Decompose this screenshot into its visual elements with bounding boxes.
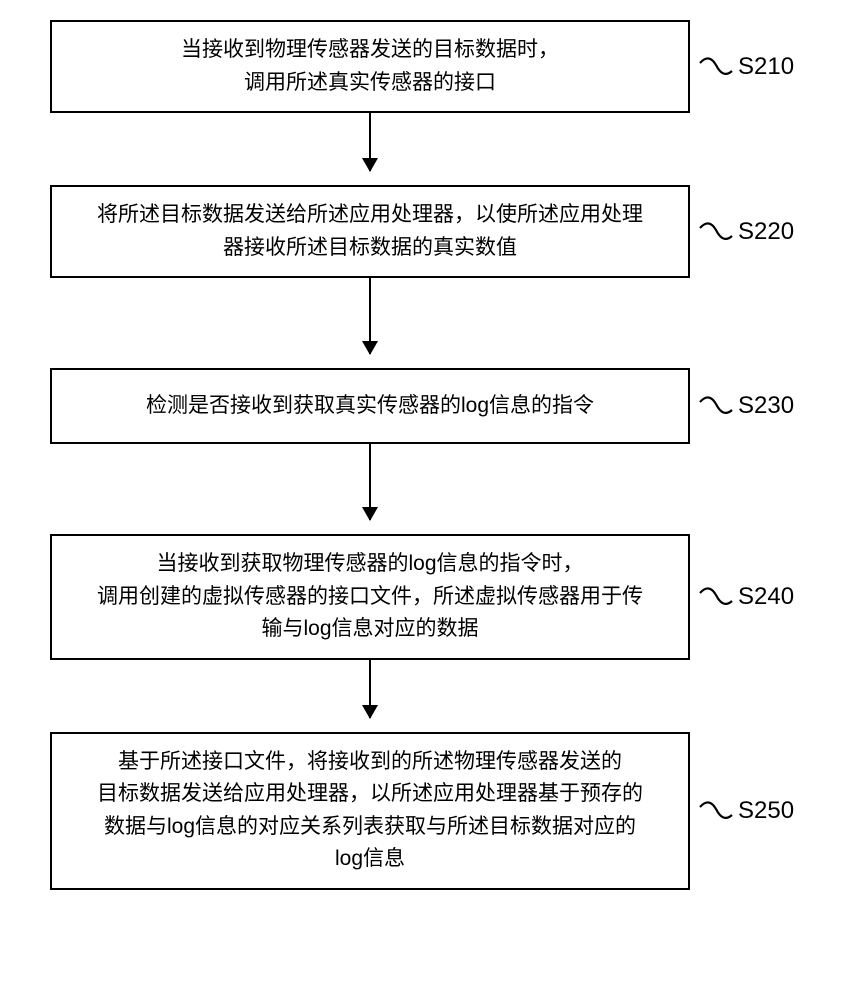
flow-box-text: 当接收到获取物理传感器的log信息的指令时，调用创建的虚拟传感器的接口文件，所述… bbox=[97, 548, 643, 646]
connector-curve-icon bbox=[698, 583, 734, 611]
flow-arrow-icon bbox=[369, 660, 371, 718]
flow-box-text: 基于所述接口文件，将接收到的所述物理传感器发送的目标数据发送给应用处理器，以所述… bbox=[97, 746, 643, 876]
step-id-label: S210 bbox=[738, 53, 794, 81]
flow-step: 基于所述接口文件，将接收到的所述物理传感器发送的目标数据发送给应用处理器，以所述… bbox=[50, 732, 810, 890]
step-id-label: S240 bbox=[738, 583, 794, 611]
flow-arrow-gap bbox=[50, 444, 690, 534]
step-label-area: S210 bbox=[698, 53, 794, 81]
flow-arrow-gap bbox=[50, 660, 690, 732]
flow-box: 基于所述接口文件，将接收到的所述物理传感器发送的目标数据发送给应用处理器，以所述… bbox=[50, 732, 690, 890]
step-id-label: S250 bbox=[738, 797, 794, 825]
flow-box-text: 检测是否接收到获取真实传感器的log信息的指令 bbox=[146, 390, 594, 423]
flow-arrow-gap bbox=[50, 113, 690, 185]
flow-arrow-icon bbox=[369, 444, 371, 520]
flow-arrow-icon bbox=[369, 113, 371, 171]
step-label-area: S240 bbox=[698, 583, 794, 611]
connector-curve-icon bbox=[698, 392, 734, 420]
flow-step: 当接收到获取物理传感器的log信息的指令时，调用创建的虚拟传感器的接口文件，所述… bbox=[50, 534, 810, 660]
step-label-area: S250 bbox=[698, 797, 794, 825]
flow-arrow-icon bbox=[369, 278, 371, 354]
flow-step: 将所述目标数据发送给所述应用处理器，以使所述应用处理器接收所述目标数据的真实数值… bbox=[50, 185, 810, 278]
connector-curve-icon bbox=[698, 53, 734, 81]
flow-box: 检测是否接收到获取真实传感器的log信息的指令 bbox=[50, 368, 690, 444]
flow-step: 当接收到物理传感器发送的目标数据时，调用所述真实传感器的接口 S210 bbox=[50, 20, 810, 113]
flow-box-text: 当接收到物理传感器发送的目标数据时，调用所述真实传感器的接口 bbox=[181, 34, 559, 99]
step-id-label: S230 bbox=[738, 392, 794, 420]
flow-box: 将所述目标数据发送给所述应用处理器，以使所述应用处理器接收所述目标数据的真实数值 bbox=[50, 185, 690, 278]
connector-curve-icon bbox=[698, 797, 734, 825]
step-label-area: S230 bbox=[698, 392, 794, 420]
flow-box-text: 将所述目标数据发送给所述应用处理器，以使所述应用处理器接收所述目标数据的真实数值 bbox=[97, 199, 643, 264]
connector-curve-icon bbox=[698, 218, 734, 246]
step-label-area: S220 bbox=[698, 218, 794, 246]
step-id-label: S220 bbox=[738, 218, 794, 246]
flow-arrow-gap bbox=[50, 278, 690, 368]
flowchart-container: 当接收到物理传感器发送的目标数据时，调用所述真实传感器的接口 S210 将所述目标数… bbox=[50, 20, 810, 890]
flow-box: 当接收到获取物理传感器的log信息的指令时，调用创建的虚拟传感器的接口文件，所述… bbox=[50, 534, 690, 660]
flow-step: 检测是否接收到获取真实传感器的log信息的指令 S230 bbox=[50, 368, 810, 444]
flow-box: 当接收到物理传感器发送的目标数据时，调用所述真实传感器的接口 bbox=[50, 20, 690, 113]
